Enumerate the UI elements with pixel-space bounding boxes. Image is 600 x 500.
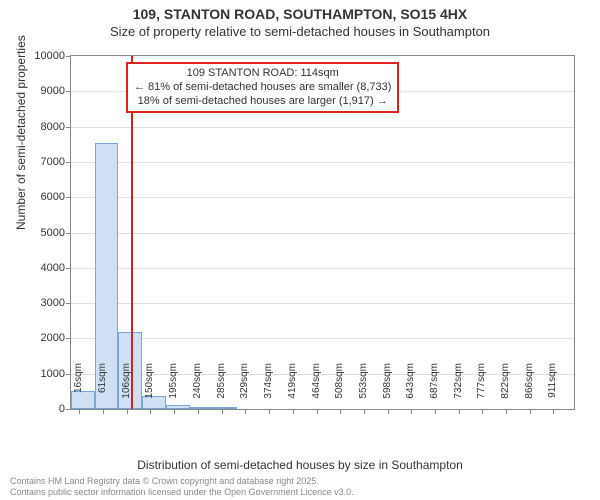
xtick-label: 822sqm [500, 363, 511, 413]
footer-line-1: Contains HM Land Registry data © Crown c… [10, 476, 354, 487]
xtick-label: 150sqm [144, 363, 155, 413]
attribution-footer: Contains HM Land Registry data © Crown c… [10, 476, 354, 498]
x-axis-label: Distribution of semi-detached houses by … [0, 458, 600, 472]
xtick-label: 106sqm [121, 363, 132, 413]
xtick-label: 419sqm [287, 363, 298, 413]
ytick-label: 2000 [41, 332, 71, 344]
xtick-label: 777sqm [476, 363, 487, 413]
ytick-label: 0 [59, 403, 71, 415]
annotation-line-2: ← 81% of semi-detached houses are smalle… [134, 81, 391, 95]
xtick-label: 732sqm [453, 363, 464, 413]
ytick-label: 1000 [41, 368, 71, 380]
plot-area: 0100020003000400050006000700080009000100… [70, 55, 575, 410]
xtick-label: 598sqm [382, 363, 393, 413]
xtick-label: 643sqm [405, 363, 416, 413]
ytick-label: 4000 [41, 262, 71, 274]
gridline [71, 197, 574, 198]
footer-line-2: Contains public sector information licen… [10, 487, 354, 498]
gridline [71, 233, 574, 234]
xtick-label: 374sqm [263, 363, 274, 413]
chart-title: 109, STANTON ROAD, SOUTHAMPTON, SO15 4HX [0, 0, 600, 22]
annotation-box: 109 STANTON ROAD: 114sqm ← 81% of semi-d… [126, 62, 399, 113]
xtick-label: 911sqm [547, 363, 558, 413]
annotation-line-3: 18% of semi-detached houses are larger (… [134, 95, 391, 109]
gridline [71, 127, 574, 128]
chart-subtitle: Size of property relative to semi-detach… [0, 22, 600, 43]
ytick-label: 9000 [41, 85, 71, 97]
xtick-label: 866sqm [524, 363, 535, 413]
ytick-label: 5000 [41, 227, 71, 239]
ytick-label: 6000 [41, 191, 71, 203]
xtick-label: 61sqm [97, 363, 108, 413]
xtick-label: 687sqm [429, 363, 440, 413]
ytick-label: 8000 [41, 121, 71, 133]
xtick-label: 464sqm [311, 363, 322, 413]
gridline [71, 162, 574, 163]
y-axis-label: Number of semi-detached properties [14, 35, 28, 230]
xtick-label: 553sqm [358, 363, 369, 413]
gridline [71, 338, 574, 339]
xtick-label: 240sqm [192, 363, 203, 413]
ytick-label: 10000 [34, 50, 71, 62]
gridline [71, 268, 574, 269]
xtick-label: 285sqm [216, 363, 227, 413]
ytick-label: 3000 [41, 297, 71, 309]
ytick-label: 7000 [41, 156, 71, 168]
gridline [71, 303, 574, 304]
xtick-label: 508sqm [334, 363, 345, 413]
xtick-label: 329sqm [239, 363, 250, 413]
xtick-label: 195sqm [168, 363, 179, 413]
annotation-line-1: 109 STANTON ROAD: 114sqm [134, 67, 391, 81]
xtick-label: 16sqm [73, 363, 84, 413]
